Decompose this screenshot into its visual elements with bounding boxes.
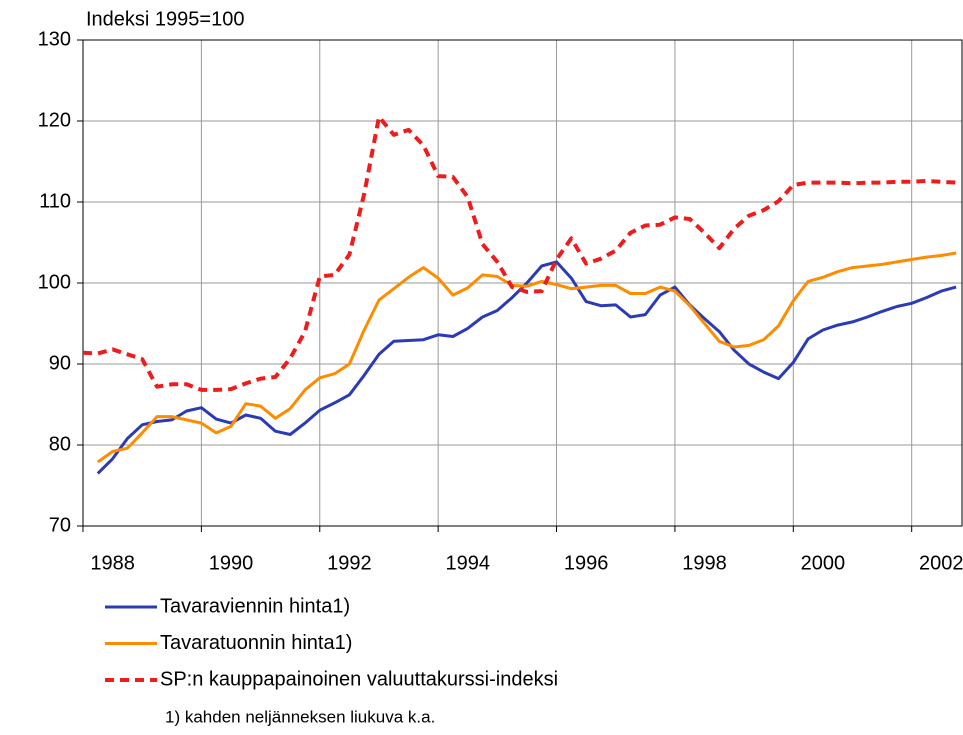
legend-label: SP:n kauppapainoinen valuuttakurssi-inde…: [160, 668, 558, 690]
legend-label: Tavaratuonnin hinta1): [160, 632, 352, 654]
data-line: [96, 251, 957, 464]
data-line: [96, 260, 957, 475]
footnote: 1) kahden neljänneksen liukuva k.a.: [165, 707, 435, 726]
data-line: [82, 114, 957, 392]
y-tick-label: 120: [38, 109, 71, 131]
y-tick-label: 100: [38, 271, 71, 293]
y-tick-label: 110: [39, 190, 71, 212]
x-tick-label: 2000: [801, 552, 846, 574]
x-tick-label: 2002: [919, 552, 963, 574]
y-tick-label: 90: [49, 352, 71, 374]
x-tick-label: 1996: [564, 552, 609, 574]
x-tick-label: 1998: [682, 552, 727, 574]
y-tick-label: 80: [49, 433, 71, 455]
y-tick-label: 130: [38, 28, 71, 50]
x-tick-label: 1992: [327, 552, 372, 574]
plot-border: [82, 39, 963, 527]
x-tick-label: 1994: [445, 552, 490, 574]
x-tick-label: 1990: [209, 552, 254, 574]
legend-label: Tavaraviennin hinta1): [160, 595, 350, 617]
y-tick-label: 70: [49, 514, 71, 536]
y-axis-label: Indeksi 1995=100: [86, 8, 244, 30]
x-tick-label: 1988: [90, 552, 135, 574]
